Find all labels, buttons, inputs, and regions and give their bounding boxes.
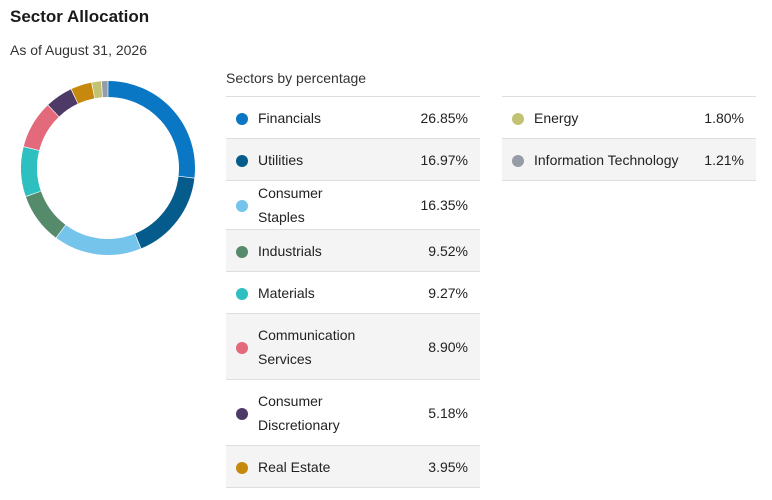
legend-sector-percentage: 5.18%	[368, 379, 480, 446]
legend-swatch-cell	[502, 138, 534, 181]
legend-sector-name: Financials	[258, 96, 368, 139]
legend-sector-percentage: 9.27%	[368, 271, 480, 314]
chart-title: Sector Allocation	[10, 7, 150, 26]
legend-sector-percentage: 1.80%	[697, 96, 756, 139]
legend-row: Information Technology 1.21%	[502, 138, 756, 181]
donut-slice-industrials[interactable]	[25, 191, 66, 238]
legend-color-dot	[236, 112, 248, 125]
legend-sector-name: Utilities	[258, 138, 368, 181]
legend-color-dot	[236, 245, 248, 258]
donut-slice-energy[interactable]	[92, 81, 103, 99]
legend-sector-name: Real Estate	[258, 445, 368, 488]
legend-swatch-cell	[226, 313, 258, 380]
legend-color-dot	[236, 200, 248, 213]
legend-swatch-cell	[226, 445, 258, 488]
legend-swatch-cell	[226, 271, 258, 314]
legend-color-dot	[512, 154, 524, 167]
donut-slice-consumer-staples[interactable]	[56, 225, 141, 255]
legend-sector-percentage: 16.35%	[368, 180, 480, 230]
legend-sector-percentage: 8.90%	[368, 313, 480, 380]
legend-color-dot	[236, 154, 248, 167]
legend-swatch-cell	[226, 138, 258, 181]
donut-slice-financials[interactable]	[108, 81, 195, 178]
legend-row: Communication Services 8.90%	[226, 313, 480, 380]
legend-row: Real Estate 3.95%	[226, 445, 480, 488]
legend-row: Energy 1.80%	[502, 96, 756, 139]
legend-sector-name: Industrials	[258, 229, 368, 272]
legend-color-dot	[236, 407, 248, 420]
legend-swatch-cell	[502, 96, 534, 139]
donut-slice-utilities[interactable]	[134, 176, 195, 249]
donut-chart	[21, 81, 195, 255]
legend-sector-percentage: 1.21%	[697, 138, 756, 181]
legend-row: Utilities 16.97%	[226, 138, 480, 181]
legend-sector-name: Consumer Staples	[258, 180, 368, 230]
legend-sector-name: Energy	[534, 96, 698, 139]
legend-row: Consumer Discretionary 5.18%	[226, 379, 480, 446]
legend-table-right: Energy 1.80% Information Technology 1.21%	[502, 96, 756, 181]
legend-sector-name: Consumer Discretionary	[258, 379, 368, 446]
legend-swatch-cell	[226, 180, 258, 230]
legend-row: Industrials 9.52%	[226, 229, 480, 272]
legend-sector-percentage: 9.52%	[368, 229, 480, 272]
legend-swatch-cell	[226, 96, 258, 139]
legend-row: Financials 26.85%	[226, 96, 480, 139]
legend-swatch-cell	[226, 379, 258, 446]
legend-color-dot	[236, 341, 248, 354]
legend-swatch-cell	[226, 229, 258, 272]
legend-row: Materials 9.27%	[226, 271, 480, 314]
legend-sector-percentage: 16.97%	[368, 138, 480, 181]
legend-color-dot	[236, 287, 248, 300]
as-of-date: As of August 31, 2026	[10, 42, 147, 58]
legend-sector-name: Information Technology	[534, 138, 698, 181]
legend-table-left: Financials 26.85% Utilities 16.97% Consumer …	[226, 96, 480, 488]
legend-title: Sectors by percentage	[226, 70, 367, 86]
donut-slice-real-estate[interactable]	[71, 82, 95, 104]
legend-sector-percentage: 26.85%	[368, 96, 480, 139]
legend-row: Consumer Staples 16.35%	[226, 180, 480, 230]
donut-slice-consumer-discretionary[interactable]	[48, 89, 78, 117]
donut-slice-communication-services[interactable]	[23, 105, 59, 151]
legend-sector-name: Communication Services	[258, 313, 368, 380]
legend-color-dot	[236, 461, 248, 474]
legend-sector-name: Materials	[258, 271, 368, 314]
legend-sector-percentage: 3.95%	[368, 445, 480, 488]
donut-slice-materials[interactable]	[21, 146, 41, 197]
legend-color-dot	[512, 112, 524, 125]
